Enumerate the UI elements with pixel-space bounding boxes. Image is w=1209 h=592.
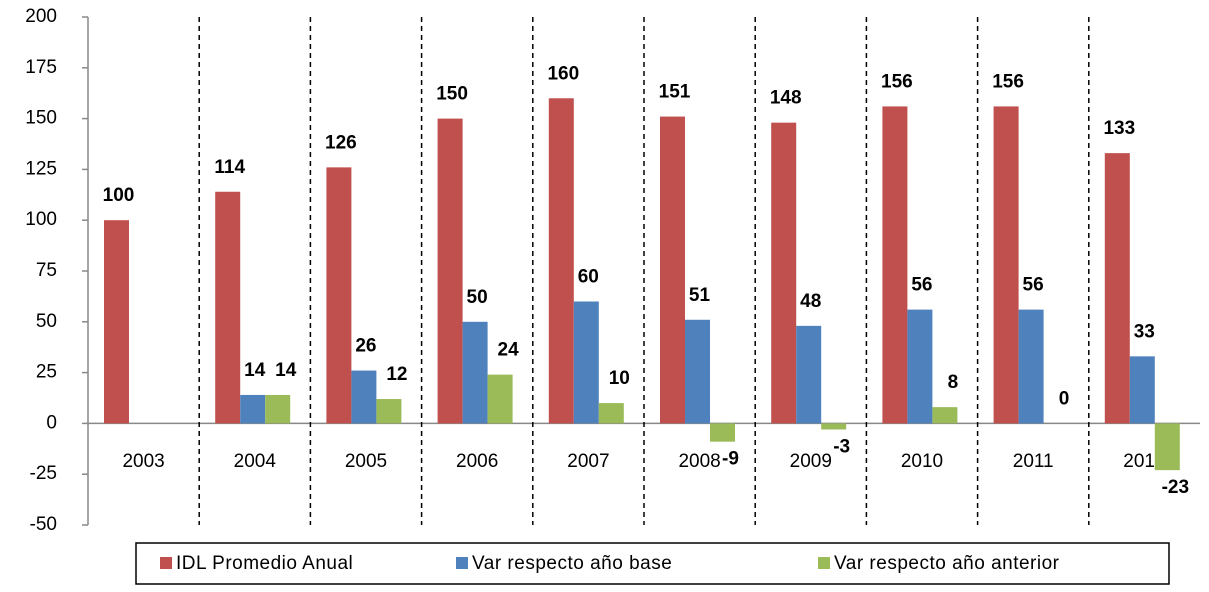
bar [240,394,266,424]
bar [548,98,574,424]
bar [462,321,488,424]
bar [326,167,352,424]
bar [882,106,908,424]
bar [771,122,797,424]
data-label: 100 [103,185,135,206]
y-tick-label: 125 [25,158,57,179]
x-tick-label: 2011 [1013,451,1054,472]
data-label: 24 [498,340,520,361]
bar [821,423,847,430]
y-tick-label: 0 [46,412,57,433]
data-label: 14 [244,360,266,381]
legend-label: IDL Promedio Anual [176,553,353,574]
data-label: 0 [1059,388,1070,409]
y-tick-label: 75 [36,260,57,281]
bar [598,403,624,424]
bar [487,374,513,424]
data-label: 148 [770,88,802,109]
bar [351,370,377,424]
data-label: 156 [992,71,1024,92]
data-label: 156 [881,71,913,92]
x-tick-label: 2003 [122,451,164,472]
bar [215,191,241,424]
data-label: 26 [355,336,376,357]
data-label: 50 [467,287,488,308]
legend-label: Var respecto año anterior [834,553,1060,574]
data-label: 160 [547,63,579,84]
data-label: 51 [689,285,711,306]
bar [993,106,1019,424]
data-label: 114 [214,157,245,178]
data-label: 126 [325,132,357,153]
legend-box [135,542,1170,585]
y-tick-label: 50 [36,311,57,332]
y-tick-label: 175 [25,57,57,78]
data-label: 56 [911,275,932,296]
legend-marker [456,557,468,569]
bar [265,394,291,424]
bar [685,319,710,424]
legend-label: Var respecto año base [472,553,672,574]
data-label: 14 [275,360,297,381]
x-tick-label: 2008 [678,451,720,472]
bar [104,220,129,424]
bar [907,309,933,424]
bar [437,118,463,424]
data-label: 133 [1103,118,1135,139]
data-label: -23 [1162,477,1189,498]
bar [796,325,822,424]
data-label: 56 [1023,275,1044,296]
bar [932,407,958,424]
bar [1018,309,1044,424]
x-tick-label: 2004 [234,451,277,472]
data-label: -3 [833,437,850,458]
data-label: 12 [386,364,407,385]
bar [573,301,599,424]
y-tick-label: 200 [25,6,57,27]
data-label: 151 [659,82,691,103]
x-tick-label: 2007 [567,451,609,472]
x-tick-label: 2006 [456,451,498,472]
bar [1129,356,1155,424]
legend-marker [160,557,172,569]
y-tick-label: -50 [30,514,57,535]
x-tick-label: 2005 [345,451,387,472]
bar [376,399,402,424]
y-tick-label: -25 [30,463,57,484]
legend-marker [818,557,830,569]
data-label: 8 [948,372,959,393]
bar [1154,423,1180,471]
data-label: 60 [578,266,599,287]
x-tick-label: 2010 [901,451,943,472]
data-label: 48 [800,291,821,312]
data-label: 10 [609,368,630,389]
bar [710,423,735,442]
y-tick-label: 150 [25,108,57,129]
data-label: 150 [436,84,468,105]
bar [660,116,685,424]
bar [1104,153,1130,424]
data-label: 33 [1134,321,1155,342]
y-tick-label: 25 [36,362,57,383]
data-label: -9 [722,449,739,470]
x-tick-label: 2009 [790,451,832,472]
y-tick-label: 100 [25,209,57,230]
